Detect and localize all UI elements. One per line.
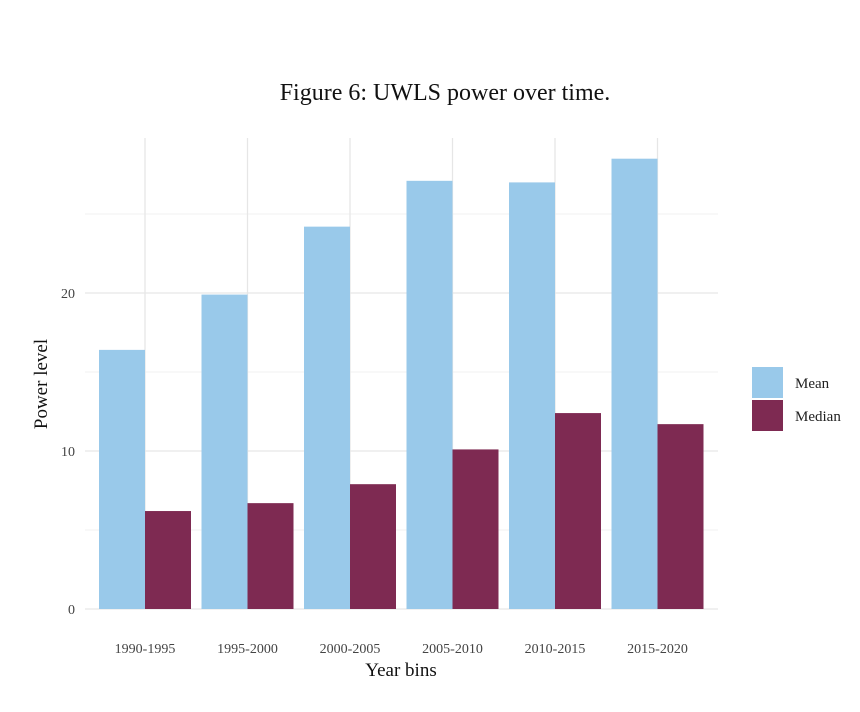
bar-mean-2015-2020 xyxy=(611,158,658,609)
legend: Mean Median xyxy=(752,367,841,431)
bar-mean-2005-2010 xyxy=(406,180,453,609)
bar-mean-2000-2005 xyxy=(304,226,350,609)
x-tick-label: 2000-2005 xyxy=(320,642,381,657)
x-tick-label: 2015-2020 xyxy=(627,642,688,657)
bar-median-2000-2005 xyxy=(350,484,396,609)
legend-swatch-median xyxy=(752,400,783,431)
bar-median-2015-2020 xyxy=(657,424,704,609)
bar-median-1990-1995 xyxy=(145,511,191,609)
bars xyxy=(99,158,704,609)
y-tick-label: 0 xyxy=(68,603,75,618)
bar-mean-1990-1995 xyxy=(99,349,145,609)
bar-mean-1995-2000 xyxy=(201,294,248,609)
bar-median-2005-2010 xyxy=(452,449,499,609)
legend-label-median: Median xyxy=(795,409,841,425)
y-tick-label: 20 xyxy=(61,287,75,302)
bar-median-1995-2000 xyxy=(247,503,294,609)
legend-swatch-mean xyxy=(752,367,783,398)
chart-title: Figure 6: UWLS power over time. xyxy=(279,80,611,106)
x-axis-title: Year bins xyxy=(365,660,436,681)
x-tick-labels: 1990-1995 1995-2000 2000-2005 2005-2010 2010… xyxy=(115,642,688,657)
y-axis-title: Power level xyxy=(31,339,52,429)
x-tick-label: 1990-1995 xyxy=(115,642,176,657)
y-tick-labels: 0 10 20 xyxy=(61,287,75,618)
bar-median-2010-2015 xyxy=(555,413,601,609)
x-tick-label: 2010-2015 xyxy=(525,642,586,657)
bar-mean-2010-2015 xyxy=(509,182,555,609)
legend-label-mean: Mean xyxy=(795,376,830,392)
x-tick-label: 1995-2000 xyxy=(217,642,278,657)
x-tick-label: 2005-2010 xyxy=(422,642,483,657)
y-tick-label: 10 xyxy=(61,445,75,460)
